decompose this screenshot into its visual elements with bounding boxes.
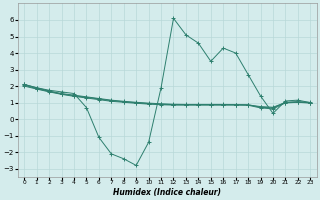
X-axis label: Humidex (Indice chaleur): Humidex (Indice chaleur): [113, 188, 221, 197]
